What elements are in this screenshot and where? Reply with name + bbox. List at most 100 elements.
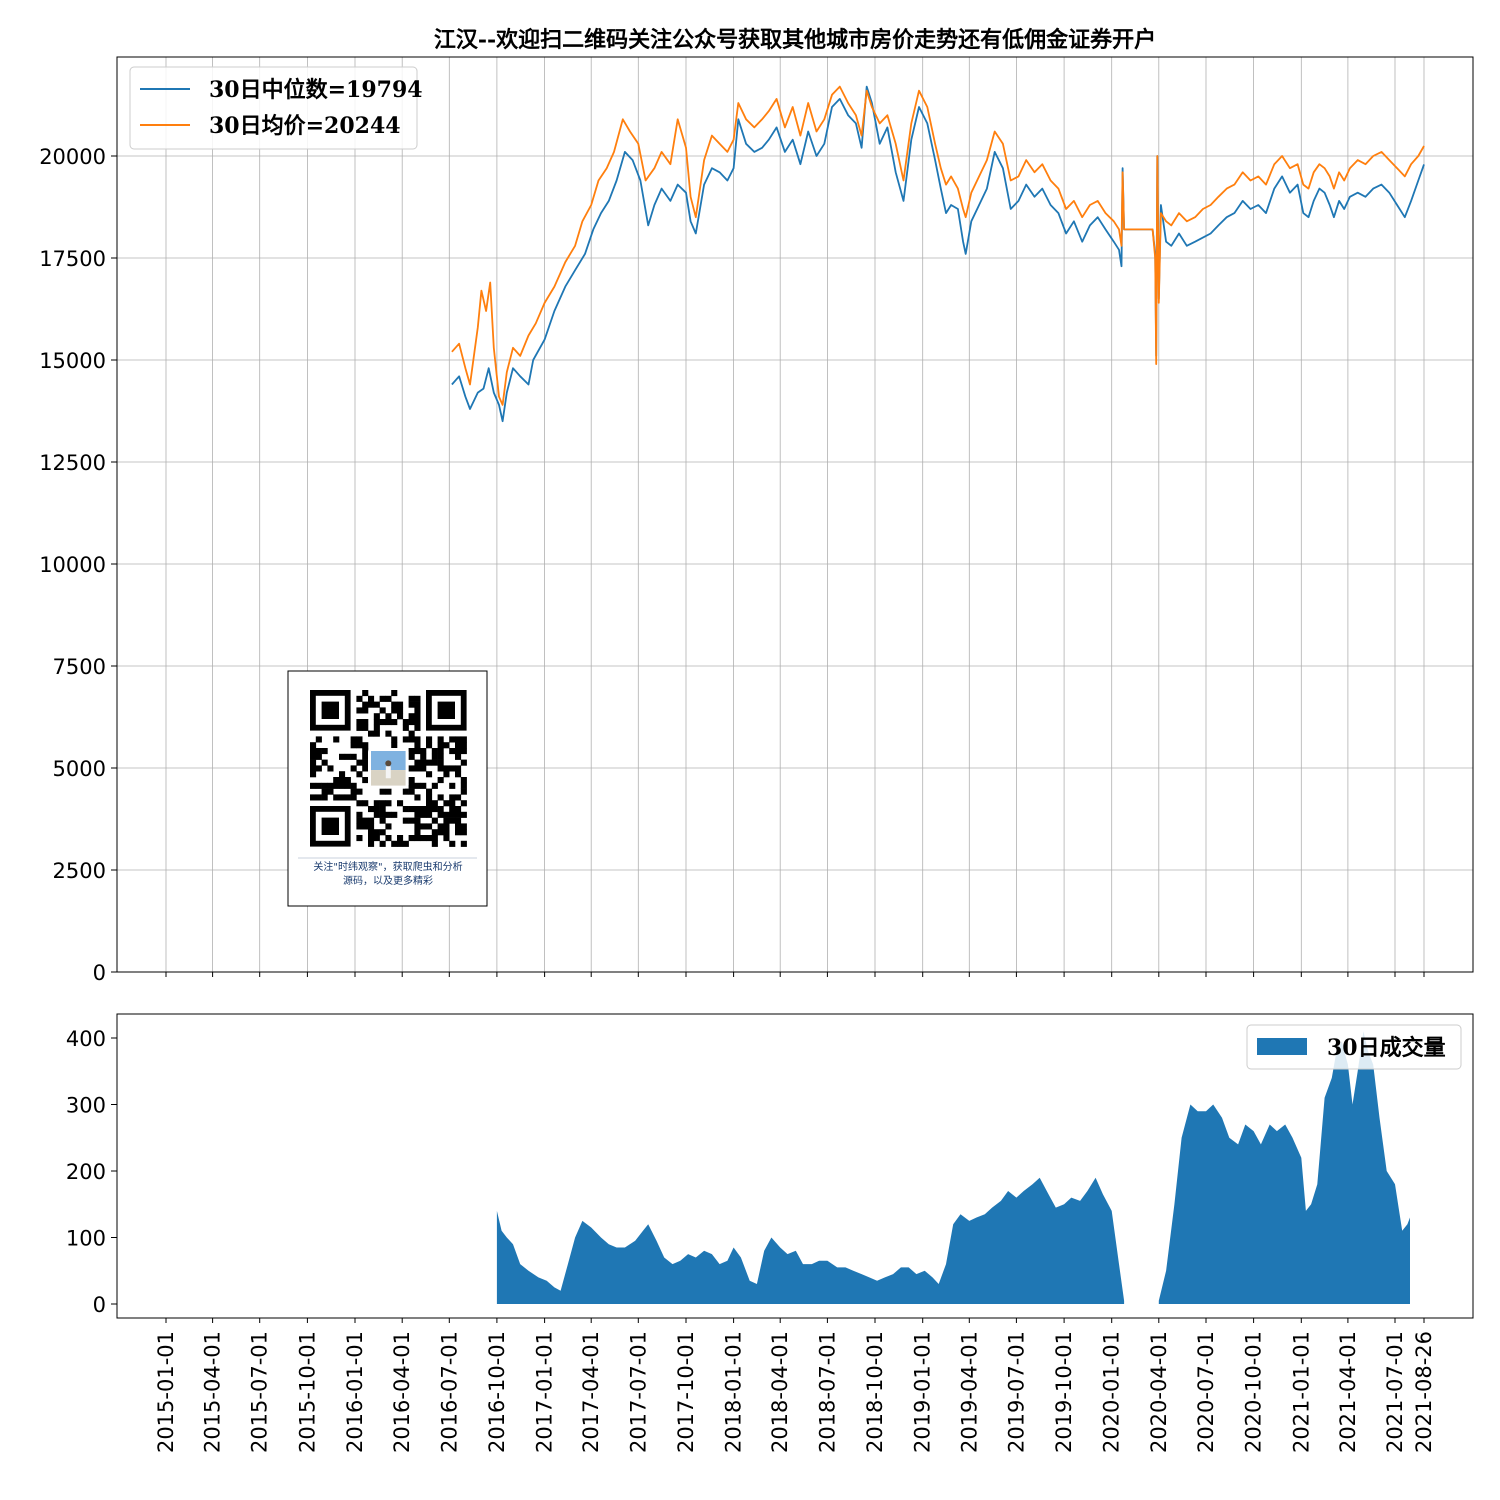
qr-module	[397, 701, 404, 708]
qr-module	[368, 730, 375, 737]
qr-finder-core	[321, 701, 339, 719]
qr-module	[356, 823, 363, 830]
price-panel-y-axis: 0 2500 5000 7500 10000 12500 15000 17500 20000	[39, 145, 117, 985]
price-y-tick-label: 5000	[53, 757, 106, 781]
qr-module	[356, 695, 363, 702]
qr-module	[414, 782, 421, 789]
qr-module	[426, 788, 433, 795]
x-tick-label: 2017-07-01	[626, 1331, 650, 1453]
qr-module	[397, 707, 404, 714]
qr-module	[379, 707, 386, 714]
qr-module	[310, 742, 317, 749]
x-tick-label: 2016-10-01	[485, 1331, 509, 1453]
qr-module	[373, 719, 380, 726]
qr-module	[344, 753, 351, 760]
qr-module	[431, 782, 438, 789]
qr-module	[449, 782, 456, 789]
qr-module	[437, 748, 444, 755]
qr-module	[310, 748, 317, 755]
qr-module	[339, 753, 346, 760]
x-tick-label: 2017-01-01	[533, 1331, 557, 1453]
x-tick-label: 2016-07-01	[437, 1331, 461, 1453]
qr-module	[402, 840, 409, 847]
x-tick-label: 2018-01-01	[722, 1331, 746, 1453]
qr-module	[368, 840, 375, 847]
volume-panel-x-axis: 2015-01-01 2015-04-01 2015-07-01 2015-10-01…	[154, 1318, 1436, 1453]
chart-title: 江汉--欢迎扫二维码关注公众号获取其他城市房价走势还有低佣金证券开户	[434, 27, 1156, 53]
qr-module	[455, 742, 462, 749]
price-y-tick-label: 10000	[39, 553, 106, 577]
qr-module	[356, 736, 363, 743]
qr-module	[426, 811, 433, 818]
qr-module	[356, 811, 363, 818]
qr-module	[339, 782, 346, 789]
qr-module	[437, 742, 444, 749]
x-tick-label: 2015-04-01	[201, 1331, 225, 1453]
volume-panel-frame	[116, 1013, 1474, 1319]
qr-module	[443, 829, 450, 836]
qr-module	[449, 811, 456, 818]
qr-module	[379, 811, 386, 818]
qr-module	[408, 748, 415, 755]
qr-module	[391, 690, 398, 697]
qr-module	[356, 742, 363, 749]
price-panel-x-ticks	[165, 972, 1425, 977]
price-legend: 30日中位数=19794 30日均价=20244	[129, 66, 423, 150]
legend-label-mean: 30日均价=20244	[209, 113, 401, 139]
qr-module	[373, 800, 380, 807]
qr-module	[408, 730, 415, 737]
qr-module	[414, 806, 421, 813]
qr-module	[373, 829, 380, 836]
qr-module	[460, 736, 467, 743]
qr-module	[391, 742, 398, 749]
qr-module	[321, 788, 328, 795]
qr-module	[373, 701, 380, 708]
price-y-tick-label: 17500	[39, 247, 106, 271]
qr-module	[431, 759, 438, 766]
qr-module	[315, 765, 322, 772]
qr-module	[455, 811, 462, 818]
qr-module	[315, 748, 322, 755]
qr-module	[356, 788, 363, 795]
qr-module	[437, 823, 444, 830]
qr-module	[402, 788, 409, 795]
qr-module	[414, 765, 421, 772]
qr-module	[356, 771, 363, 778]
qr-module	[420, 759, 427, 766]
qr-module	[431, 829, 438, 836]
qr-module	[310, 759, 317, 766]
qr-module	[368, 829, 375, 836]
x-tick-label: 2017-10-01	[674, 1331, 698, 1453]
qr-module	[414, 759, 421, 766]
qr-module	[437, 811, 444, 818]
qr-module	[391, 707, 398, 714]
qr-module	[362, 742, 369, 749]
qr-module	[426, 771, 433, 778]
qr-module	[385, 811, 392, 818]
qr-module	[443, 742, 450, 749]
qr-module	[460, 800, 467, 807]
volume-panel-area	[496, 1031, 1410, 1304]
price-y-tick-label: 12500	[39, 451, 106, 475]
qr-code-icon	[306, 686, 471, 851]
qr-module	[460, 811, 467, 818]
qr-module	[420, 765, 427, 772]
x-tick-label: 2021-07-01	[1383, 1331, 1407, 1453]
x-tick-label: 2015-01-01	[154, 1331, 178, 1453]
qr-module	[373, 811, 380, 818]
qr-module	[414, 829, 421, 836]
price-y-tick-label: 7500	[53, 655, 106, 679]
qr-avatar-person	[385, 760, 392, 767]
qr-module	[437, 765, 444, 772]
qr-module	[455, 771, 462, 778]
qr-module	[460, 742, 467, 749]
qr-module	[408, 782, 415, 789]
qr-module	[431, 840, 438, 847]
volume-y-tick-label: 100	[66, 1227, 106, 1251]
qr-module	[414, 701, 421, 708]
qr-module	[373, 730, 380, 737]
qr-module	[391, 840, 398, 847]
qr-module	[333, 736, 340, 743]
qr-module	[315, 794, 322, 801]
qr-module	[379, 829, 386, 836]
